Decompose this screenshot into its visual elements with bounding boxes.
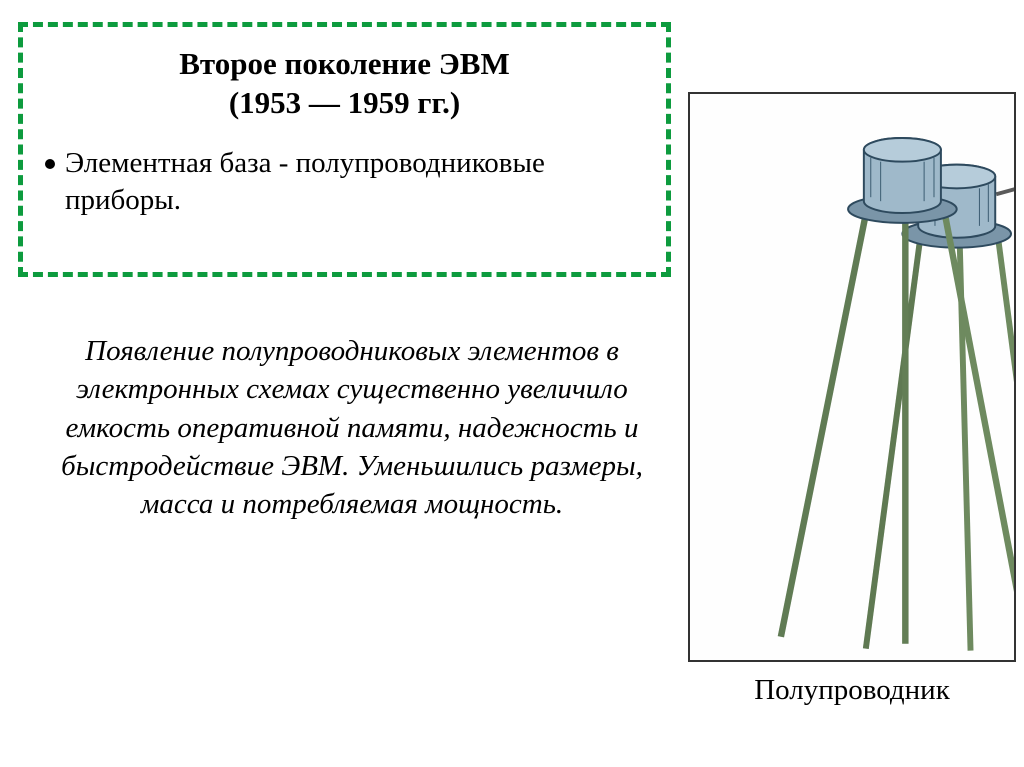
figure-caption: Полупроводник — [688, 674, 1016, 707]
transistor-illustration — [690, 94, 1014, 660]
heading-box: Второе поколение ЭВМ (1953 — 1959 гг.) Э… — [18, 22, 671, 277]
bullet-row: Элементная база - полупроводниковые приб… — [45, 145, 644, 220]
bullet-text: Элементная база - полупроводниковые приб… — [65, 145, 644, 220]
title-line-2: (1953 — 1959 гг.) — [45, 84, 644, 123]
body-paragraph: Появление полупроводниковых элементов в … — [32, 332, 672, 523]
transistor-back — [866, 165, 1014, 651]
figure-frame — [688, 92, 1016, 662]
bullet-icon — [45, 159, 55, 169]
title-line-1: Второе поколение ЭВМ — [45, 45, 644, 84]
